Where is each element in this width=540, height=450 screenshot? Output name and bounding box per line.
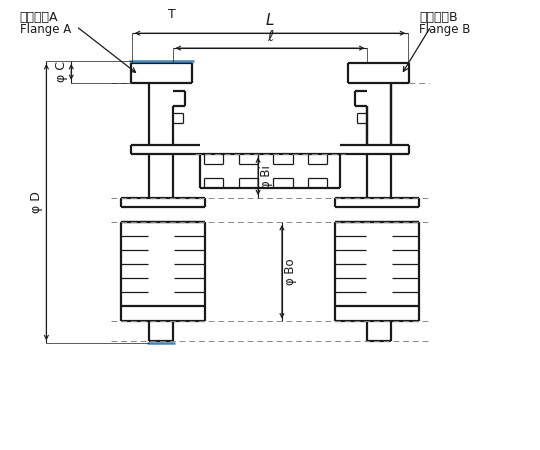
- Text: φ Bo: φ Bo: [284, 258, 297, 285]
- Text: Flange A: Flange A: [19, 23, 71, 36]
- Text: Flange B: Flange B: [419, 23, 470, 36]
- Text: フランジA: フランジA: [19, 11, 58, 24]
- Text: L: L: [266, 13, 274, 28]
- Text: φ C: φ C: [55, 62, 68, 82]
- Text: T: T: [168, 8, 176, 21]
- Text: ℓ: ℓ: [267, 29, 273, 44]
- Text: φ Bi: φ Bi: [260, 165, 273, 188]
- Text: φ D: φ D: [30, 191, 43, 213]
- Text: フランジB: フランジB: [419, 11, 458, 24]
